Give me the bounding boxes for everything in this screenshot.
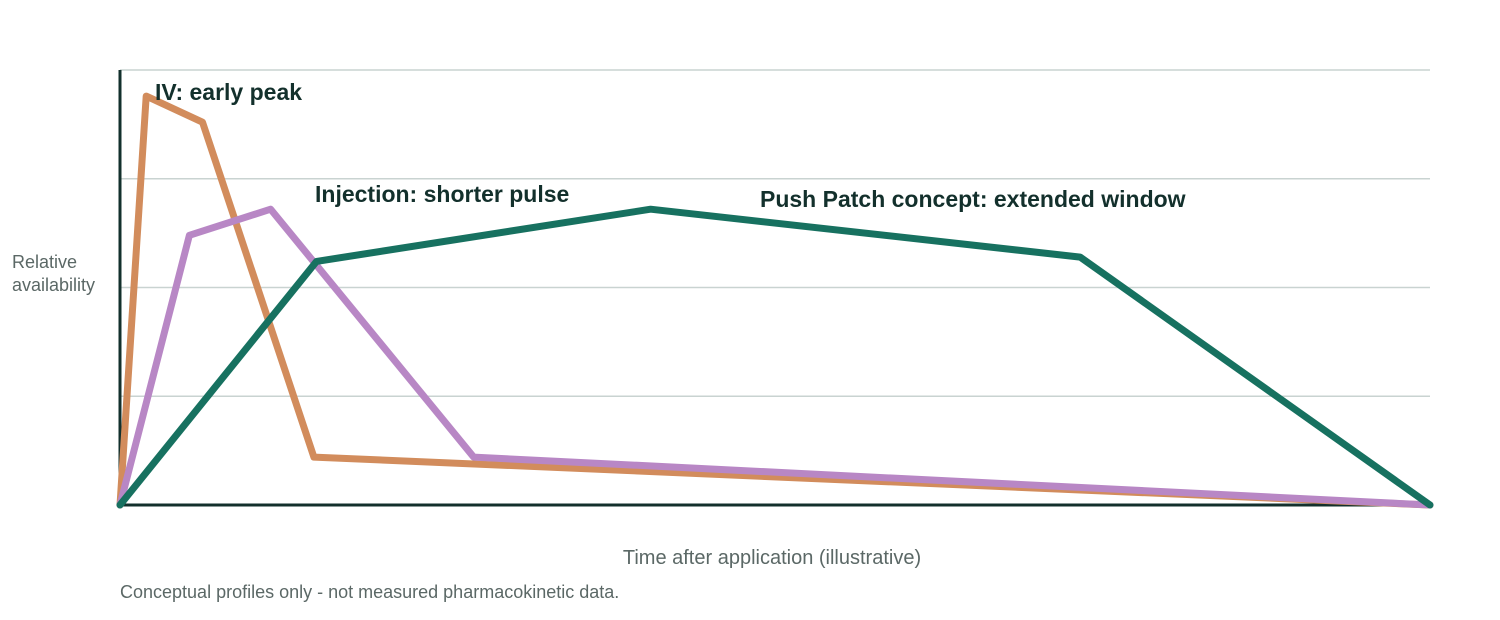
series-label-injection: Injection: shorter pulse: [315, 181, 569, 207]
series-line-push-patch: [116, 205, 1434, 509]
series-label-iv: IV: early peak: [155, 79, 302, 105]
y-axis-label-line-1: Relative: [12, 252, 77, 272]
series-line-injection: [116, 205, 1434, 509]
series-label-push-patch: Push Patch concept: extended window: [760, 186, 1186, 212]
x-axis-label: Time after application (illustrative): [623, 547, 921, 569]
chart-note: Conceptual profiles only - not measured …: [120, 582, 619, 602]
series-line-iv: [116, 92, 1434, 509]
y-axis-label: Relative availability: [12, 252, 95, 295]
y-axis-label-line-2: availability: [12, 275, 95, 295]
grid-lines: [120, 69, 1430, 397]
series-lines: [116, 92, 1434, 509]
